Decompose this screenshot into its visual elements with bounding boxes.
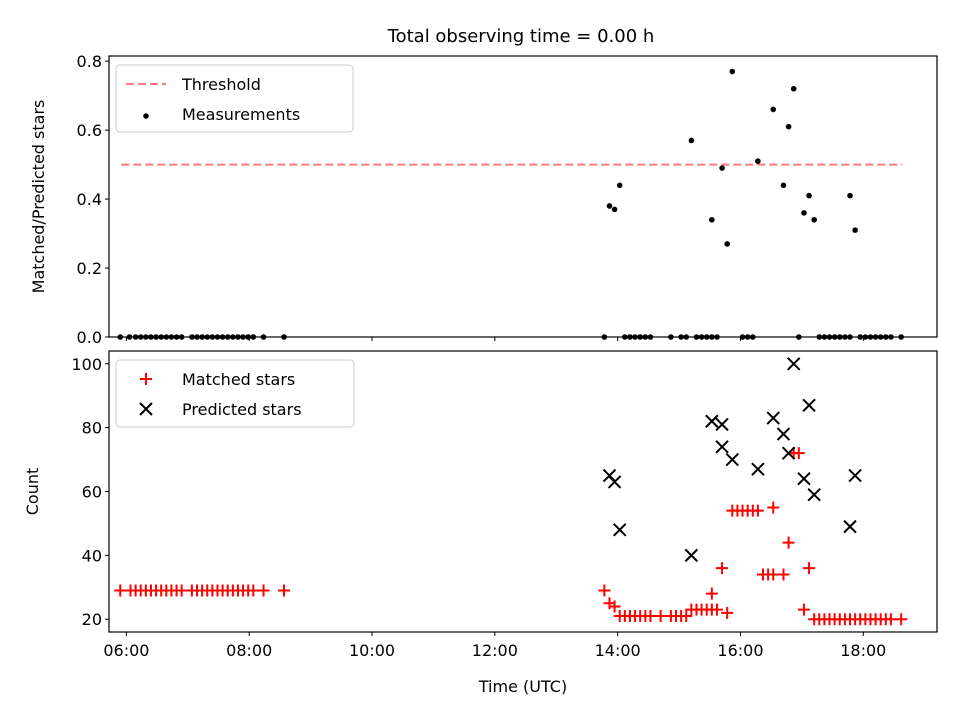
predicted-stars-point	[613, 523, 627, 537]
matched-stars-point	[114, 584, 127, 597]
predicted-stars-point	[797, 472, 811, 486]
matched-stars-point	[710, 603, 723, 616]
measurement-point	[729, 68, 736, 75]
measurement-point	[770, 106, 777, 113]
x-tick-label: 06:00	[103, 641, 149, 660]
measurement-point	[616, 182, 623, 189]
legend-predicted-swatch	[139, 402, 153, 416]
matched-stars-point	[767, 568, 780, 581]
matched-stars-point	[797, 603, 810, 616]
predicted-stars-point	[607, 475, 622, 489]
y-tick-label: 0.4	[77, 190, 102, 209]
x-tick-label: 16:00	[717, 641, 763, 660]
axes-frame	[108, 55, 938, 338]
predicted-stars-point	[766, 411, 780, 425]
measurement-point	[606, 203, 613, 209]
matched-stars-point	[608, 600, 621, 613]
predicted-stars-point	[715, 417, 729, 432]
measurement-point	[852, 227, 858, 233]
top-panel: 0.0 0.2 0.4 0.6 0.8 Matched/Predicted stars Th…	[29, 52, 938, 347]
matched-stars-point	[782, 536, 795, 549]
x-tick-label: 18:00	[840, 641, 886, 660]
legend-box	[115, 64, 354, 133]
matched-stars-point	[598, 584, 611, 597]
measurement-point	[790, 85, 797, 92]
legend: Threshold Measurements	[115, 64, 354, 133]
legend-matched-swatch	[140, 373, 152, 385]
measurement-point	[806, 192, 812, 199]
y-tick-label: 0.2	[77, 259, 102, 278]
matched-stars-point	[884, 613, 897, 626]
y-tick-label: 20	[82, 610, 102, 629]
predicted-stars-point	[725, 452, 740, 467]
predicted-stars-point	[715, 440, 729, 454]
predicted-stars-point	[848, 468, 862, 483]
y-tick-label: 0.6	[77, 121, 102, 140]
matched-stars-point	[751, 504, 764, 517]
x-tick-label: 14:00	[595, 641, 641, 660]
matched-stars-point	[777, 568, 790, 581]
measurement-point	[847, 192, 853, 199]
matched-stars-point	[257, 584, 270, 597]
measurement-point	[688, 137, 695, 144]
y-tick-label: 60	[82, 483, 102, 502]
legend: Matched stars Predicted stars	[115, 359, 355, 428]
predicted-stars-point	[807, 487, 821, 502]
measurement-point	[709, 216, 715, 223]
x-tick-label: 12:00	[472, 641, 518, 660]
predicted-stars-point	[705, 414, 719, 428]
x-tick-label: 08:00	[226, 641, 272, 660]
axes-frame	[108, 350, 938, 633]
y-tick-label: 100	[71, 355, 102, 374]
measurement-point	[780, 182, 787, 189]
y-tick-label: 0.8	[77, 52, 102, 71]
legend-label: Threshold	[181, 75, 261, 94]
bottom-panel: 20 40 60 80 100 06:00 08:00 10:00 12:00 14:00 16:0…	[23, 350, 938, 696]
legend-label: Measurements	[182, 105, 300, 124]
figure-title: Total observing time = 0.00 h	[387, 26, 655, 47]
y-tick-label: 40	[82, 546, 102, 565]
legend-measurement-swatch	[143, 113, 149, 119]
legend-box	[115, 359, 355, 428]
y-axis-label: Count	[23, 468, 42, 516]
y-tick-label: 0.0	[77, 328, 102, 347]
predicted-stars-point	[787, 357, 801, 371]
matched-stars-point	[716, 562, 729, 575]
x-tick-label: 10:00	[349, 641, 395, 660]
measurement-point	[719, 165, 725, 171]
predicted-stars-point	[776, 427, 791, 441]
matched-stars-point	[278, 584, 291, 597]
matched-stars-point	[654, 610, 667, 623]
predicted-stars-point	[802, 398, 816, 412]
measurement-point	[755, 158, 761, 164]
measurement-point	[785, 123, 792, 130]
matched-stars-point	[792, 447, 805, 460]
matched-stars-point	[721, 606, 734, 619]
matched-stars-point	[895, 613, 908, 626]
matched-stars-point	[175, 584, 188, 597]
measurement-point	[801, 210, 807, 216]
matched-stars-point	[705, 587, 718, 600]
measurement-point	[611, 206, 618, 213]
y-tick-label: 80	[82, 419, 102, 438]
predicted-stars-point	[684, 548, 699, 563]
measurement-point	[811, 216, 817, 223]
x-axis-label: Time (UTC)	[478, 677, 567, 696]
matched-stars-point	[767, 501, 780, 514]
predicted-stars-point	[781, 446, 796, 460]
y-axis-label: Matched/Predicted stars	[29, 100, 48, 294]
matched-stars-point	[803, 562, 816, 575]
legend-label: Predicted stars	[182, 400, 302, 419]
matched-stars-point	[247, 584, 260, 597]
measurement-point	[724, 241, 730, 247]
matched-stars-point	[680, 610, 693, 623]
predicted-stars-point	[843, 519, 857, 534]
predicted-stars-point	[751, 462, 765, 476]
legend-label: Matched stars	[182, 370, 295, 389]
matched-stars-point	[644, 610, 657, 623]
